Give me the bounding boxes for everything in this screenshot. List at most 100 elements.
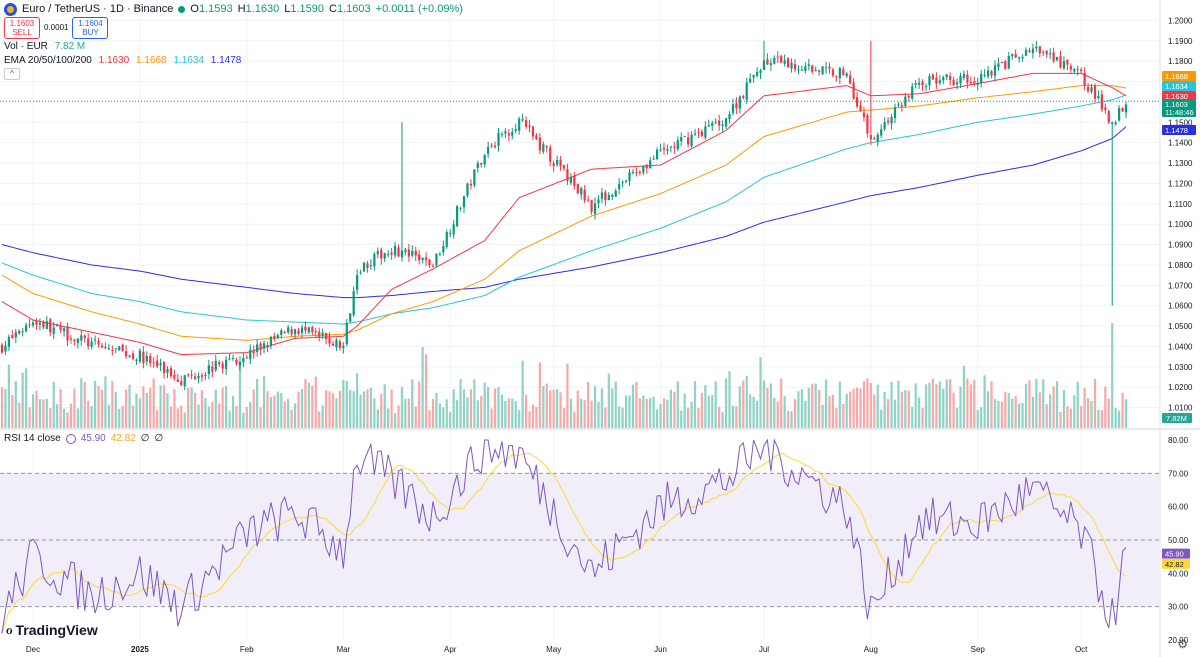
price-tick-label: 1.0100: [1168, 404, 1193, 413]
price-tick-label: 1.0900: [1168, 241, 1193, 250]
volume-bar: [855, 387, 859, 428]
buy-button[interactable]: 1.1604 BUY: [72, 17, 109, 39]
tradingview-logo-icon: ℴ: [6, 621, 12, 637]
candle-body: [659, 149, 662, 151]
candle-body: [349, 313, 352, 322]
ema-legend[interactable]: EMA 20/50/100/200 1.1630 1.1668 1.1634 1…: [4, 54, 241, 68]
collapse-legend-button[interactable]: ^: [4, 68, 20, 80]
tradingview-logo[interactable]: ℴ TradingView: [6, 621, 98, 638]
candle-body: [435, 253, 438, 266]
volume-bar: [431, 399, 435, 428]
volume-bar: [173, 389, 176, 428]
volume-bar: [497, 387, 500, 428]
rsi-badge: [1162, 558, 1190, 569]
price-tick-label: 1.1400: [1168, 139, 1193, 148]
volume-bar: [745, 375, 748, 428]
volume-bar: [397, 405, 400, 428]
candle-body: [238, 361, 242, 366]
volume-bar: [480, 395, 483, 428]
candle-body: [624, 180, 628, 182]
candle-body: [107, 348, 111, 350]
volume-bar: [490, 408, 493, 428]
volume-legend[interactable]: Vol · EUR 7.82 M: [4, 40, 85, 54]
candle-body: [366, 263, 369, 268]
price-badge-label: 11:48:46: [1165, 108, 1194, 117]
candle-body: [938, 80, 941, 84]
rsi-badge-label: 42.82: [1165, 560, 1184, 569]
candle-body: [897, 104, 900, 106]
symbol-title[interactable]: Euro / TetherUS · 1D · Binance: [22, 3, 174, 15]
candle-body: [449, 232, 452, 234]
volume-bar: [390, 389, 393, 428]
volume-bar: [218, 403, 221, 428]
volume-bar: [966, 378, 969, 428]
rsi-extra-2: ∅: [154, 433, 164, 444]
candle-body: [866, 115, 869, 134]
volume-bar: [642, 395, 645, 428]
candle-body: [721, 124, 724, 127]
candle-body: [400, 250, 404, 258]
volume-bar: [831, 394, 835, 428]
rsi-badge-label: 45.90: [1165, 550, 1184, 559]
candle-body: [131, 353, 135, 360]
volume-bar: [838, 381, 841, 428]
candle-body: [883, 122, 886, 129]
gear-icon[interactable]: ⚙: [1177, 637, 1188, 651]
candle-body: [1004, 61, 1007, 70]
volume-bar: [652, 396, 655, 428]
volume-bar: [962, 365, 966, 428]
candle-body: [1035, 46, 1038, 49]
candle-body: [973, 81, 976, 84]
candle-body: [145, 356, 148, 362]
ema50-line: [1, 85, 1127, 341]
candle-body: [414, 250, 417, 256]
volume-bar: [700, 393, 704, 428]
rsi-legend[interactable]: RSI 14 close 45.90 42.82 ∅ ∅: [4, 432, 163, 446]
volume-bar: [118, 408, 121, 428]
volume-bar: [424, 354, 428, 428]
candle-body: [1083, 72, 1086, 86]
volume-bar: [673, 391, 676, 428]
rsi-settings-icon[interactable]: [65, 434, 76, 444]
volume-bar: [324, 390, 328, 428]
candle-body: [28, 324, 31, 326]
volume-bar: [142, 386, 145, 428]
candle-body: [804, 66, 807, 71]
candle-body: [800, 69, 804, 71]
volume-bar: [1076, 381, 1079, 428]
volume-bar: [111, 380, 114, 428]
candle-body: [914, 83, 917, 85]
candle-body: [345, 323, 348, 344]
volume-bar: [380, 394, 383, 428]
candle-body: [990, 71, 993, 76]
candle-body: [383, 252, 386, 259]
candle-body: [1073, 69, 1076, 72]
candle-body: [542, 144, 545, 152]
candle-body: [886, 120, 890, 123]
price-tick-label: 1.0200: [1168, 383, 1193, 392]
volume-bar: [455, 400, 459, 428]
candle-body: [793, 64, 797, 70]
candle-body: [214, 360, 217, 371]
volume-bar: [293, 403, 297, 428]
sell-button[interactable]: 1.1603 SELL: [4, 17, 40, 39]
volume-bar: [759, 357, 762, 428]
price-badge-label: 1.1668: [1165, 72, 1188, 81]
candle-body: [283, 331, 286, 333]
volume-bar: [1117, 410, 1121, 428]
candle-body: [693, 133, 697, 135]
volume-bar: [986, 391, 990, 428]
volume-bar: [742, 380, 745, 428]
volume-bar: [573, 411, 576, 428]
candle-body: [638, 171, 641, 173]
candle-body: [1097, 95, 1100, 98]
candle-body: [135, 359, 138, 361]
candle-body: [418, 254, 421, 261]
time-tick-label: Feb: [240, 645, 254, 654]
volume-bar: [38, 399, 42, 428]
candle-body: [687, 137, 690, 145]
volume-bar: [69, 403, 73, 428]
volume-bar: [428, 410, 431, 428]
rsi-label: RSI 14 close: [4, 433, 61, 444]
